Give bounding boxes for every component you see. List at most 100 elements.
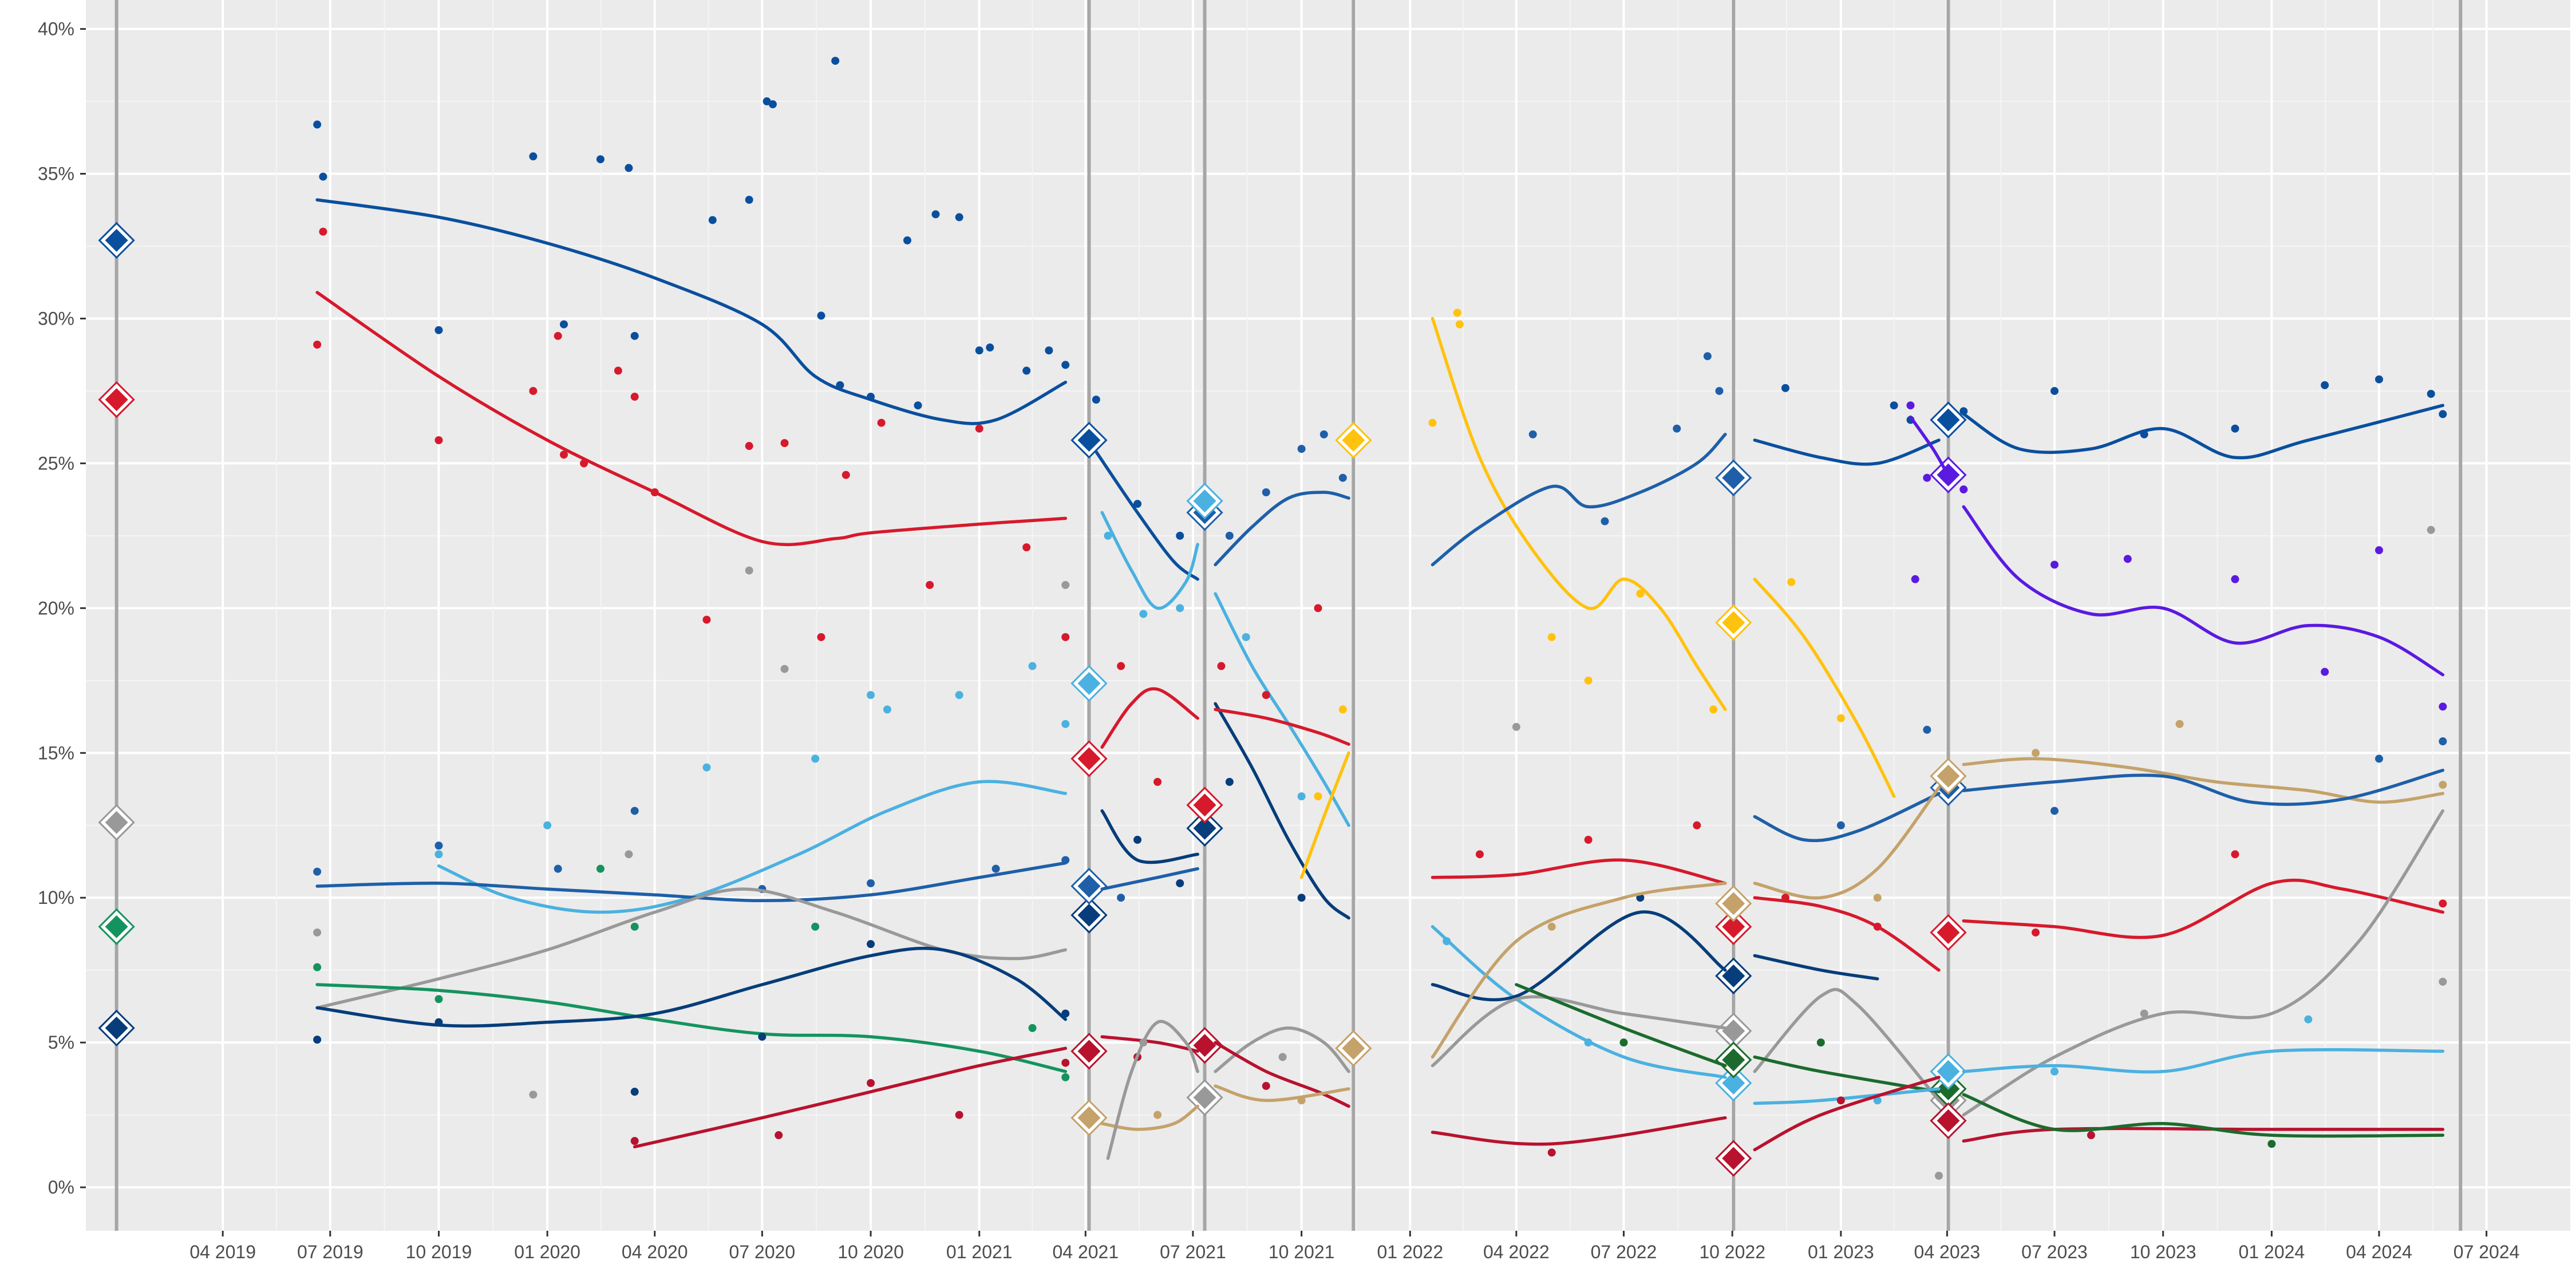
poll-point — [2032, 749, 2040, 757]
result-marker — [1193, 1086, 1216, 1109]
series — [1962, 850, 2447, 939]
poll-point — [1528, 430, 1537, 438]
trend-line — [1100, 1104, 1199, 1131]
poll-point — [630, 1137, 639, 1145]
poll-point — [1225, 777, 1234, 786]
poll-point — [1061, 580, 1070, 589]
result-marker — [1193, 793, 1216, 817]
series — [1753, 987, 1943, 1180]
series — [1431, 352, 1727, 567]
trend-line — [1214, 1084, 1350, 1103]
result-marker — [1722, 466, 1745, 489]
poll-point — [702, 763, 711, 772]
series — [1214, 604, 1350, 746]
trend-line — [1753, 954, 1879, 981]
poll-point — [1153, 1111, 1162, 1119]
poll-point — [1673, 424, 1681, 433]
series — [1431, 882, 1727, 1059]
poll-point — [614, 366, 622, 375]
poll-point — [2267, 1140, 2276, 1148]
series — [1753, 1076, 1941, 1152]
y-tick-label: 30% — [38, 308, 74, 329]
poll-point — [1781, 384, 1789, 392]
poll-point — [1923, 725, 1931, 734]
poll-point — [1547, 922, 1556, 931]
poll-point — [630, 331, 639, 340]
poll-point — [313, 120, 322, 129]
poll-point — [2050, 807, 2059, 815]
trend-line — [1753, 792, 1941, 843]
poll-point — [560, 320, 568, 329]
poll-point — [1428, 418, 1437, 427]
poll-point — [1133, 500, 1142, 508]
result-markers — [98, 222, 1967, 1177]
result-marker — [105, 388, 128, 412]
trend-line — [1753, 1055, 1941, 1093]
poll-point — [2175, 720, 2184, 728]
series — [1753, 725, 1941, 843]
trend-line — [315, 291, 1068, 547]
poll-point — [1703, 352, 1712, 361]
trend-line — [1962, 404, 2445, 460]
poll-point — [914, 401, 922, 410]
poll-point — [2123, 555, 2132, 563]
y-tick-label: 0% — [48, 1177, 74, 1198]
trend-line — [1100, 511, 1199, 610]
x-tick-label: 07 2023 — [2021, 1242, 2088, 1262]
poll-point — [319, 227, 327, 236]
poll-point — [1338, 705, 1347, 714]
poll-point — [434, 850, 443, 859]
series — [1299, 705, 1350, 879]
poll-point — [630, 1088, 639, 1096]
y-tick-label: 10% — [38, 887, 74, 908]
trend-line — [315, 946, 1068, 1028]
poll-point — [975, 346, 983, 355]
x-tick-label: 07 2019 — [297, 1242, 364, 1262]
series — [1753, 1038, 1941, 1093]
poll-point — [1911, 575, 1919, 583]
y-tick-label: 35% — [38, 164, 74, 184]
poll-point — [1455, 320, 1464, 329]
poll-point — [2439, 977, 2447, 986]
result-marker — [1342, 1037, 1365, 1060]
poll-point — [1314, 792, 1322, 801]
poll-point — [1959, 485, 1968, 493]
poll-point — [1133, 836, 1142, 844]
poll-point — [625, 850, 633, 859]
series — [313, 940, 1070, 1096]
trend-line — [1214, 1041, 1350, 1108]
series — [1431, 722, 1727, 1068]
poll-point — [1693, 821, 1701, 829]
series — [630, 1046, 1070, 1149]
poll-point — [841, 471, 850, 479]
trend-line — [1214, 1026, 1350, 1073]
poll-point — [434, 326, 443, 334]
series-layer — [98, 57, 2447, 1180]
trend-line — [315, 198, 1068, 425]
series — [313, 864, 1070, 1081]
poll-point — [955, 1111, 963, 1119]
trend-line — [1962, 1127, 2445, 1143]
poll-point — [625, 164, 633, 172]
trend-line — [1753, 578, 1896, 798]
poll-point — [2439, 780, 2447, 789]
poll-point — [903, 236, 911, 244]
series — [1753, 894, 1941, 972]
poll-point — [529, 1091, 538, 1099]
poll-point — [955, 691, 963, 700]
poll-point — [1584, 676, 1593, 685]
trend-line — [1431, 882, 1727, 1059]
poll-point — [702, 615, 711, 624]
series — [1959, 375, 2447, 460]
x-tick-label: 04 2019 — [189, 1242, 256, 1262]
trend-line — [1753, 896, 1941, 972]
poll-point — [1816, 1038, 1825, 1047]
poll-point — [1314, 604, 1322, 613]
x-tick-label: 07 2022 — [1591, 1242, 1657, 1262]
trend-line — [1431, 910, 1727, 1002]
poll-point — [543, 821, 552, 829]
poll-point — [630, 922, 639, 931]
poll-point — [2374, 546, 2383, 555]
trend-line — [1431, 317, 1727, 712]
